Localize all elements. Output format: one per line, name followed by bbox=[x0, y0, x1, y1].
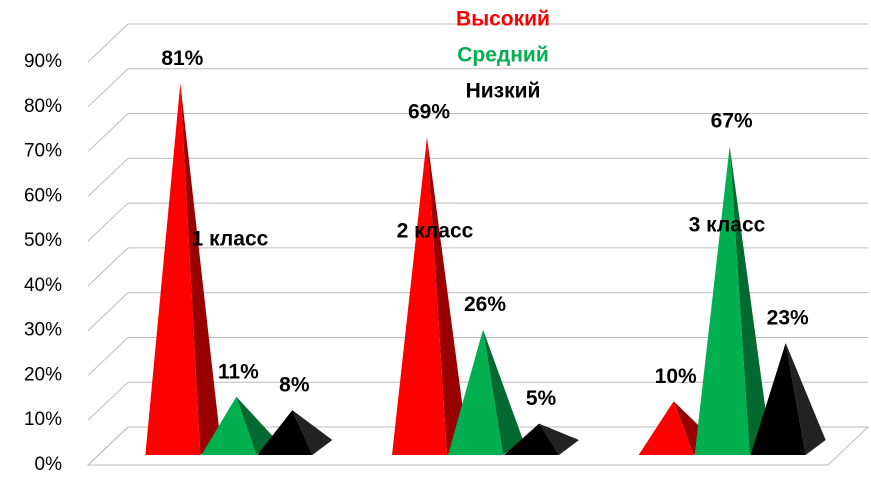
pyramid-side bbox=[483, 329, 523, 455]
y-tick-label: 20% bbox=[24, 364, 62, 385]
grid-line bbox=[87, 337, 129, 376]
pyramid-front bbox=[504, 423, 559, 455]
data-label: 5% bbox=[526, 387, 557, 410]
pyramid-front bbox=[145, 83, 201, 456]
data-label: 23% bbox=[767, 307, 809, 330]
pyramid bbox=[201, 396, 277, 455]
y-tick-label: 40% bbox=[24, 275, 62, 296]
y-tick-label: 70% bbox=[24, 141, 62, 162]
pyramid-side bbox=[180, 83, 221, 456]
legend-entry: Средний bbox=[457, 44, 549, 67]
data-label: 81% bbox=[161, 47, 203, 70]
pyramid bbox=[694, 145, 770, 455]
pyramid bbox=[392, 137, 467, 456]
category-label: 3 класс bbox=[689, 214, 766, 237]
y-tick-label: 10% bbox=[24, 409, 62, 430]
pyramid-front bbox=[750, 343, 806, 455]
y-tick-label: 60% bbox=[24, 185, 62, 206]
pyramid-side bbox=[427, 137, 467, 456]
data-label: 11% bbox=[218, 360, 259, 383]
data-label: 67% bbox=[711, 110, 753, 133]
y-tick-label: 50% bbox=[24, 230, 62, 251]
pyramid-front bbox=[638, 401, 694, 455]
grid-line bbox=[87, 68, 129, 108]
grid-line bbox=[87, 202, 129, 242]
y-tick-label: 80% bbox=[24, 96, 62, 117]
category-label: 1 класс bbox=[192, 228, 269, 251]
pyramid bbox=[448, 329, 523, 455]
legend-entry: Низкий bbox=[466, 80, 541, 103]
pyramid bbox=[750, 343, 826, 455]
pyramid-front bbox=[201, 396, 257, 455]
pyramid bbox=[145, 83, 221, 456]
pyramid-front bbox=[694, 145, 750, 455]
category-label: 2 класс bbox=[397, 220, 474, 243]
pyramid-front bbox=[392, 137, 447, 456]
legend-entry: Высокий bbox=[456, 8, 550, 31]
grid-line bbox=[87, 247, 129, 287]
data-label: 69% bbox=[408, 101, 450, 124]
grid-line bbox=[87, 292, 129, 332]
data-label: 8% bbox=[279, 374, 310, 397]
grid-line bbox=[87, 381, 129, 421]
pyramid-front bbox=[448, 329, 503, 455]
pyramid bbox=[257, 410, 333, 455]
y-tick-label: 0% bbox=[35, 454, 63, 475]
pyramid-front bbox=[257, 410, 313, 455]
data-label: 10% bbox=[655, 365, 697, 388]
grid-line bbox=[87, 23, 129, 63]
y-tick-label: 30% bbox=[24, 320, 62, 341]
data-label: 26% bbox=[464, 293, 506, 316]
pyramid-side bbox=[729, 145, 770, 455]
pyramid-side bbox=[236, 396, 277, 455]
pyramid bbox=[504, 423, 579, 455]
y-tick-label: 90% bbox=[24, 51, 62, 72]
pyramid-side bbox=[292, 410, 333, 455]
pyramid-side bbox=[539, 423, 579, 455]
grid-line bbox=[87, 426, 129, 466]
pyramid-side bbox=[785, 343, 826, 455]
grid-line bbox=[87, 157, 129, 197]
grid-line bbox=[87, 113, 129, 152]
